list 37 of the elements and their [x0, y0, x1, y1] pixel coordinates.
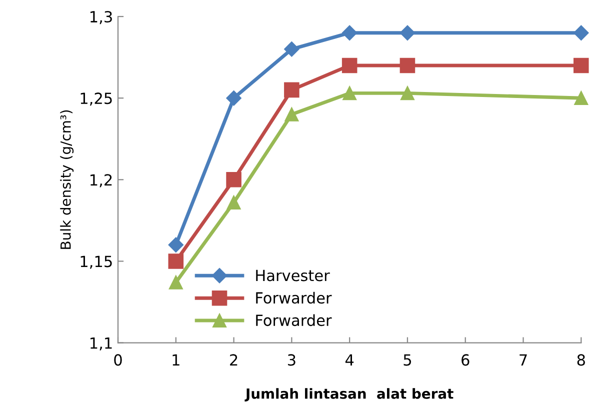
point	[574, 25, 589, 40]
y-tick-label: 1,15	[80, 256, 112, 269]
legend-label: Forwarder	[256, 292, 332, 304]
y-tick-label: 1,25	[80, 92, 112, 106]
point	[400, 58, 416, 74]
point	[226, 196, 241, 210]
point	[284, 42, 300, 57]
legend-label: Harvester	[256, 270, 330, 282]
y-tick-label: 1,1	[90, 337, 112, 350]
y-tick-label: 1,2	[90, 174, 112, 188]
point	[342, 58, 358, 74]
x-tick-label: 3	[288, 354, 296, 366]
point	[400, 86, 414, 100]
point	[400, 25, 416, 40]
x-tick-label: 2	[230, 354, 238, 366]
point	[226, 172, 242, 188]
y-tick-label: 1,3	[90, 10, 112, 24]
point	[342, 86, 357, 100]
point	[226, 90, 242, 106]
x-tick-label: 7	[520, 354, 527, 366]
x-tick-label: 0	[114, 354, 122, 366]
x-tick-label: 8	[577, 354, 585, 366]
x-tick-label: 1	[172, 354, 180, 366]
point	[574, 91, 588, 106]
point	[574, 58, 589, 74]
y-axis-title: Bulk density (g/cm³)	[60, 110, 74, 249]
legend-label: Forwarder	[256, 314, 332, 326]
point	[342, 25, 358, 40]
point	[284, 107, 299, 122]
x-tick-label: 6	[462, 354, 470, 366]
x-tick-label: 4	[345, 354, 354, 366]
point	[168, 237, 184, 252]
x-axis-title: Jumlah lintasan alat berat	[244, 388, 454, 402]
point	[284, 82, 300, 98]
point	[168, 254, 184, 269]
x-tick-label: 5	[404, 354, 411, 366]
point	[168, 275, 183, 290]
